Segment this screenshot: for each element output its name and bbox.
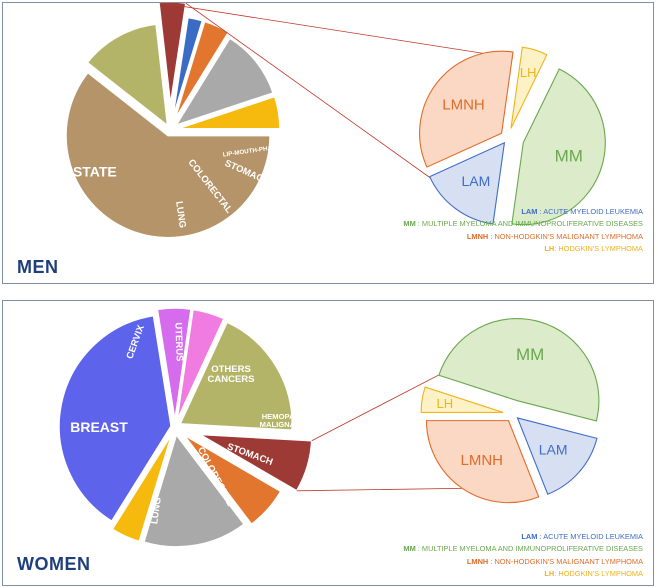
- women-legend-item-lh: LH: HODGKIN'S LYMPHOMA: [403, 568, 643, 580]
- men-sub-slice-lh: [510, 46, 548, 129]
- legend-abbr: LMNH: [466, 556, 489, 566]
- men-connector-top: [158, 3, 514, 59]
- legend-text: : HODGKIN'S LYMPHOMA: [554, 244, 643, 254]
- women-sub-slice-mm: [438, 318, 600, 422]
- men-legend-item-lh: LH: HODGKIN'S LYMPHOMA: [403, 243, 643, 255]
- men-slice-stomach: [174, 20, 230, 120]
- women-sub-slice-lh: [420, 386, 504, 413]
- legend-abbr: MM: [403, 219, 416, 229]
- men-sub-label-lam: LAM: [462, 173, 491, 189]
- women-slice-lung: [111, 433, 173, 543]
- women-sub-label-lh: LH: [436, 396, 453, 411]
- men-main-pie: PROSTATEOTHERSCANCERSHEMOPATHIESMALIGNAN…: [43, 3, 315, 239]
- legend-abbr: LAM: [521, 532, 538, 541]
- women-legend-item-lmnh: LMNH : NON-HODGKIN'S MALIGNANT LYMPHOMA: [403, 556, 643, 568]
- legend-abbr: LH: [544, 244, 555, 254]
- legend-abbr: LAM: [521, 207, 538, 216]
- women-label-hemopathies-malignancies: HEMOPATHIES MALIGNANCIES: [260, 412, 319, 429]
- legend-text: : NON-HODGKIN'S MALIGNANT LYMPHOMA: [488, 231, 643, 241]
- women-slice-uterus: [176, 308, 225, 421]
- men-slice-others-cancers: [86, 23, 169, 128]
- women-legend-item-mm: MM : MULTIPLE MYELOMA AND IMMUNOPROLIFER…: [403, 543, 643, 555]
- women-chart-panel: BREAST CERVIX UTERUS OTHERS CANCERS HEMOPATHI…: [2, 300, 654, 586]
- legend-text: : ACUTE MYELOID LEUKEMIA: [537, 207, 643, 216]
- legend-text: : NON-HODGKIN'S MALIGNANT LYMPHOMA: [488, 556, 643, 566]
- men-sub-slice-lam: [429, 141, 506, 225]
- women-legend-item-lam: LAM : ACUTE MYELOID LEUKEMIA: [403, 531, 643, 543]
- women-slice-others-cancers: [178, 321, 293, 431]
- women-label-lung: LUNG: [149, 497, 164, 525]
- legend-abbr: LH: [544, 569, 555, 579]
- legend-text: : ACUTE MYELOID LEUKEMIA: [537, 532, 643, 541]
- men-legend-item-mm: MM : MULTIPLE MYELOMA AND IMMUNOPROLIFER…: [403, 218, 643, 230]
- women-sub-label-lam: LAM: [539, 441, 568, 457]
- women-slice-stomach: [183, 434, 282, 526]
- women-slice-cervix: [156, 307, 192, 421]
- legend-abbr: LMNH: [466, 231, 489, 241]
- legend-text: : MULTIPLE MYELOMA AND IMMUNOPROLIFERATI…: [415, 544, 643, 554]
- women-sub-label-lmnh: LMNH: [461, 452, 504, 469]
- women-slice-colorectal: [142, 433, 246, 548]
- men-pie-chart: PROSTATEOTHERSCANCERSHEMOPATHIESMALIGNAN…: [43, 3, 606, 239]
- men-legend-item-lam: LAM : ACUTE MYELOID LEUKEMIA: [403, 206, 643, 218]
- men-chart-panel: PROSTATEOTHERSCANCERSHEMOPATHIESMALIGNAN…: [2, 2, 654, 284]
- women-legend: LAM : ACUTE MYELOID LEUKEMIA MM : MULTIPL…: [403, 531, 643, 581]
- women-panel-title: WOMEN: [17, 554, 91, 574]
- men-slice-prostate: [65, 71, 271, 239]
- men-sub-label-lh: LH: [520, 65, 537, 80]
- women-hemopathies-breakdown-pie: MM LAM LMNH LH: [420, 318, 600, 504]
- men-sub-slice-mm: [511, 68, 606, 226]
- men-slice-hemopathies-malignancies: [158, 3, 187, 105]
- men-hemopathies-breakdown-pie: MM LAM LMNH LH: [419, 46, 606, 226]
- men-slice-lip-mouth-pharynx: [171, 16, 204, 119]
- men-connector-bottom: [185, 3, 479, 213]
- women-slice-breast: [58, 314, 172, 523]
- men-label-prostate: PROSTATE: [43, 164, 117, 180]
- legend-text: : HODGKIN'S LYMPHOMA: [554, 569, 643, 579]
- women-connector-bottom: [296, 487, 484, 492]
- men-sub-label-lmnh: LMNH: [442, 97, 485, 114]
- legend-abbr: MM: [403, 544, 416, 554]
- men-legend-item-lmnh: LMNH : NON-HODGKIN'S MALIGNANT LYMPHOMA: [403, 231, 643, 243]
- men-label-lung: LUNG: [173, 201, 188, 229]
- women-label-uterus: UTERUS: [172, 322, 184, 361]
- men-slice-lung: [177, 95, 281, 130]
- men-sub-slice-lmnh: [419, 50, 514, 168]
- men-slice-colorectal: [174, 37, 275, 127]
- women-sub-slice-lmnh: [425, 420, 540, 504]
- men-panel-title: MEN: [17, 257, 59, 277]
- men-legend: LAM : ACUTE MYELOID LEUKEMIA MM : MULTIPL…: [403, 206, 643, 256]
- women-sub-label-mm: MM: [516, 345, 544, 364]
- men-sub-label-mm: MM: [555, 147, 583, 166]
- women-sub-slice-lam: [516, 417, 598, 495]
- women-label-breast: BREAST: [70, 419, 128, 435]
- legend-text: : MULTIPLE MYELOMA AND IMMUNOPROLIFERATI…: [415, 219, 643, 229]
- men-label-hemopathies-malignancies: HEMOPATHIES MALIGNANCIES: [256, 118, 315, 135]
- women-label-others-cancers: OTHERS CANCERS: [208, 364, 255, 385]
